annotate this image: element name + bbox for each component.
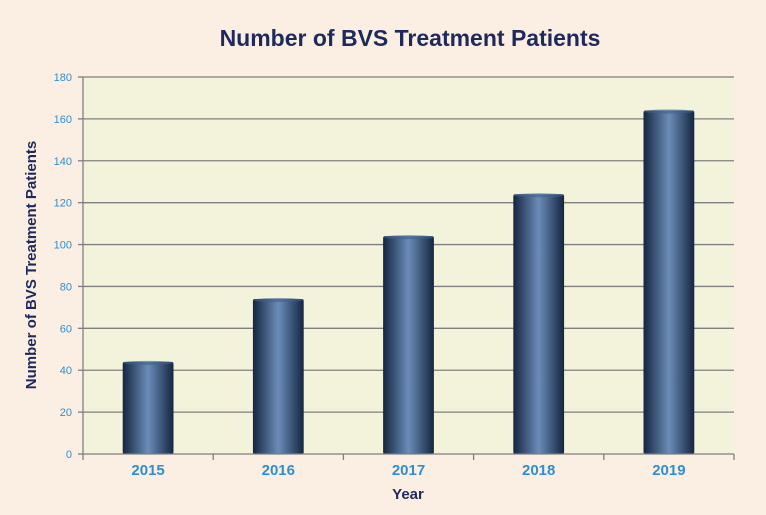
y-tick-label: 140 bbox=[54, 156, 72, 168]
x-axis-label: Year bbox=[392, 486, 424, 503]
bar-2018 bbox=[513, 194, 565, 455]
y-tick-label: 40 bbox=[60, 365, 72, 377]
x-tick-label: 2016 bbox=[262, 462, 295, 479]
y-tick-label: 180 bbox=[54, 72, 72, 84]
y-tick-label: 20 bbox=[60, 407, 72, 419]
x-tick-label: 2017 bbox=[392, 462, 425, 479]
y-tick-label: 0 bbox=[66, 449, 72, 461]
bar-top-highlight bbox=[122, 360, 174, 365]
bar-top-highlight bbox=[252, 298, 304, 303]
y-tick-label: 60 bbox=[60, 323, 72, 335]
axes bbox=[82, 77, 734, 455]
y-tick-label: 80 bbox=[60, 281, 72, 293]
y-axis-ticks: 0 20 40 60 80 100 120 140 160 180 bbox=[54, 72, 83, 461]
x-tick-label: 2019 bbox=[652, 462, 685, 479]
y-axis-label: Number of BVS Treatment Patients bbox=[23, 141, 40, 389]
bar-2017 bbox=[383, 236, 434, 454]
bar-top-highlight bbox=[513, 193, 565, 198]
bars bbox=[122, 109, 695, 455]
bar-2015 bbox=[122, 361, 174, 454]
chart-title: Number of BVS Treatment Patients bbox=[220, 25, 601, 51]
bar-top-highlight bbox=[643, 109, 695, 114]
bar-top-highlight bbox=[383, 235, 434, 240]
y-tick-label: 120 bbox=[54, 198, 72, 210]
x-tick-label: 2018 bbox=[522, 462, 555, 479]
y-tick-label: 100 bbox=[54, 240, 72, 252]
x-tick-label: 2015 bbox=[131, 462, 164, 479]
x-axis-ticks: 2015 2016 2017 2018 2019 bbox=[82, 454, 735, 479]
bar-2016 bbox=[252, 299, 304, 454]
y-tick-label: 160 bbox=[54, 114, 72, 126]
bar-2019 bbox=[643, 110, 695, 454]
